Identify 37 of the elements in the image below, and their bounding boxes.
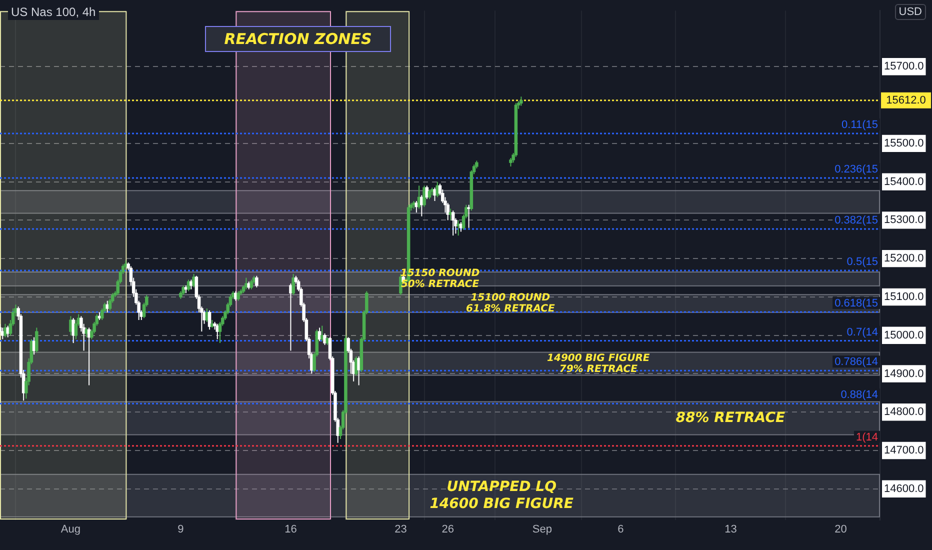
y-tick-label: 14700.0	[884, 444, 924, 457]
band-label: 15100 ROUND 61.8% RETRACE	[466, 292, 555, 315]
y-tick-label: 15000.0	[884, 329, 924, 342]
band-label: UNTAPPED LQ 14600 BIG FIGURE	[430, 478, 574, 512]
x-tick-label: Sep	[532, 524, 552, 536]
band-label: 14900 BIG FIGURE 79% RETRACE	[547, 352, 650, 375]
x-tick-label: 16	[284, 524, 297, 536]
annotation: 0.88(14	[840, 389, 878, 402]
x-tick-label: 20	[834, 524, 847, 536]
annotation: 0.7(14	[846, 326, 878, 338]
x-tick-label: 9	[178, 524, 184, 536]
y-tick-label: 15100.0	[884, 291, 924, 303]
y-tick-label: 15300.0	[884, 214, 924, 226]
y-tick-label: 15700.0	[884, 60, 924, 73]
annotation: 0.5(15	[846, 256, 878, 268]
y-tick-label: 14900.0	[884, 368, 924, 380]
x-tick-label: 26	[442, 524, 454, 536]
x-tick-label: 23	[394, 524, 407, 536]
y-tick-label: 14600.0	[884, 482, 924, 495]
y-tick-label: 15500.0	[884, 137, 924, 150]
text: REACTION ZONES	[205, 26, 391, 52]
y-tick-label: 15200.0	[884, 252, 924, 265]
annotation: 0.786(14	[834, 356, 878, 368]
text: USD	[894, 4, 926, 20]
x-tick-label: 13	[724, 524, 737, 536]
annotation: 0.11(15	[842, 118, 878, 131]
annotation: 0.618(15	[834, 297, 878, 310]
x-tick-label: 6	[618, 524, 624, 536]
ref-line-label: 15612.0	[886, 94, 926, 106]
annotation: 0.382(15	[834, 214, 878, 227]
y-tick-label: 14800.0	[884, 406, 924, 418]
annotation: 0.236(15	[834, 164, 878, 176]
annotation: 1(14	[856, 431, 878, 444]
x-tick-label: Aug	[60, 524, 81, 536]
y-tick-label: 15400.0	[884, 176, 924, 188]
band-label: 88% RETRACE	[676, 410, 786, 426]
chart-title: US Nas 100, 4h	[8, 4, 99, 20]
